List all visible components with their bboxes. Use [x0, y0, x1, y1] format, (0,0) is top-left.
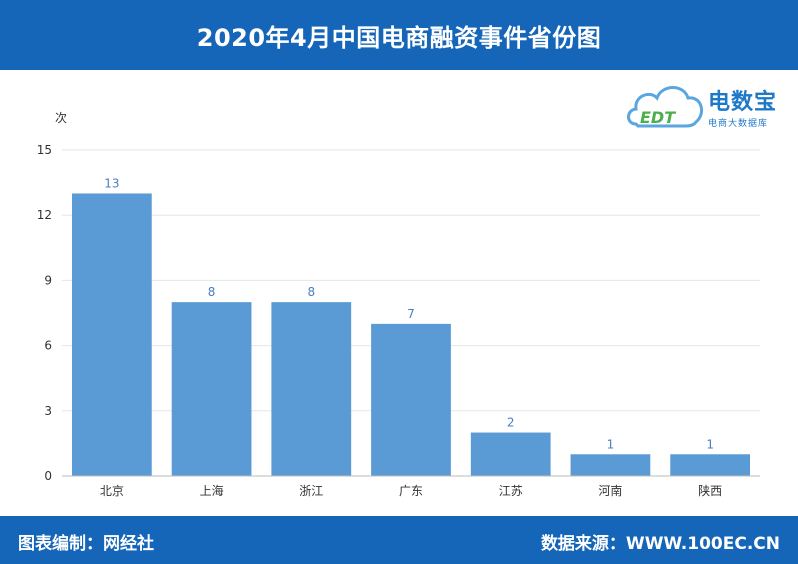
- logo-sub-text: 电商大数据库: [708, 119, 769, 129]
- data-label: 8: [208, 285, 216, 299]
- bar: [371, 323, 451, 476]
- y-tick-label: 9: [44, 273, 52, 287]
- cloud-logo-icon: EDT: [627, 86, 704, 128]
- y-tick-label: 3: [44, 404, 52, 418]
- chart-area: 次 0 3 6 9 12 15 13 8 8 7 2 1 1 北京 上海 浙江 广东 江苏 河南 陕西: [0, 70, 798, 516]
- x-tick-label: 广东: [399, 484, 423, 498]
- x-tick-label: 江苏: [499, 484, 523, 498]
- footer-source: 数据来源：WWW.100EC.CN: [540, 534, 780, 554]
- page-title: 2020年4月中国电商融资事件省份图: [196, 23, 602, 52]
- logo-mark-text: EDT: [640, 108, 676, 127]
- y-tick-labels: 0 3 6 9 12 15: [37, 143, 52, 483]
- x-tick-labels: 北京 上海 浙江 广东 江苏 河南 陕西: [100, 483, 722, 498]
- data-label: 1: [607, 437, 615, 451]
- y-tick-label: 15: [37, 143, 52, 157]
- data-label: 1: [706, 437, 714, 451]
- bars: [71, 193, 751, 476]
- data-label: 8: [307, 285, 315, 299]
- bar: [470, 432, 551, 476]
- y-tick-label: 6: [44, 339, 52, 353]
- x-tick-label: 上海: [200, 483, 224, 498]
- logo-brand-text: 电数宝: [708, 90, 778, 115]
- bar: [171, 302, 252, 476]
- y-tick-label: 0: [44, 469, 52, 483]
- footer-credit: 图表编制：网经社: [18, 534, 154, 554]
- bar: [271, 302, 352, 476]
- data-label: 7: [407, 307, 415, 321]
- value-labels: 13 8 8 7 2 1 1: [104, 176, 714, 451]
- bar: [570, 454, 651, 476]
- x-tick-label: 浙江: [299, 484, 323, 498]
- y-tick-label: 12: [37, 208, 52, 222]
- x-tick-label: 河南: [598, 483, 622, 498]
- brand-logo: EDT 电数宝 电商大数据库: [626, 76, 794, 138]
- bar: [670, 454, 751, 476]
- header-bar: 2020年4月中国电商融资事件省份图: [0, 0, 798, 70]
- data-label: 13: [104, 176, 119, 190]
- footer-bar: 图表编制：网经社 数据来源：WWW.100EC.CN: [0, 516, 798, 564]
- x-tick-label: 北京: [100, 484, 124, 498]
- y-axis-label: 次: [55, 111, 67, 125]
- data-label: 2: [507, 416, 515, 430]
- bar: [71, 193, 152, 476]
- bar-chart: 次 0 3 6 9 12 15 13 8 8 7 2 1 1 北京 上海 浙江 广东 江苏 河南 陕西: [37, 111, 760, 498]
- x-tick-label: 陕西: [698, 483, 722, 498]
